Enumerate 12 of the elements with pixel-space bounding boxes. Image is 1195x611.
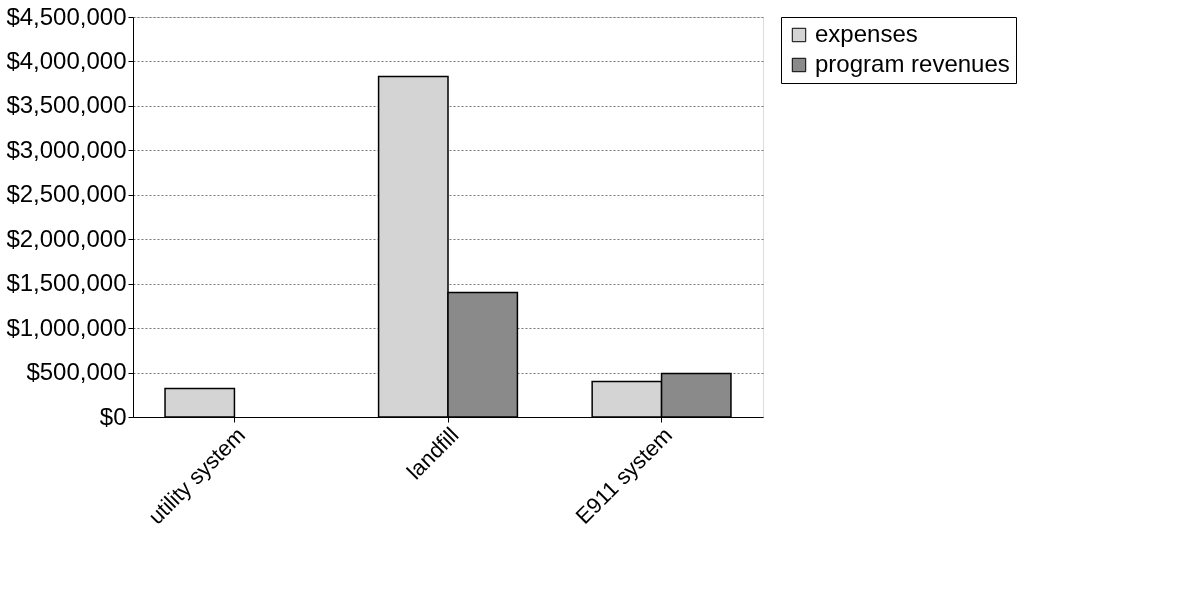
y-tick-label: $1,000,000 [6,313,127,341]
y-tick-label: $2,500,000 [6,180,127,208]
y-tick-label: $3,500,000 [6,91,127,119]
y-tick-label: $0 [99,402,127,430]
legend-label: expenses [815,20,918,47]
y-tick-label: $4,000,000 [6,46,127,74]
y-tick-label: $4,500,000 [6,2,127,30]
legend-label: program revenues [815,50,1010,77]
y-tick-label: $500,000 [26,358,127,386]
y-tick-label: $2,000,000 [6,224,127,252]
y-tick-label: $1,500,000 [6,269,127,297]
y-tick-label: $3,000,000 [6,135,127,163]
